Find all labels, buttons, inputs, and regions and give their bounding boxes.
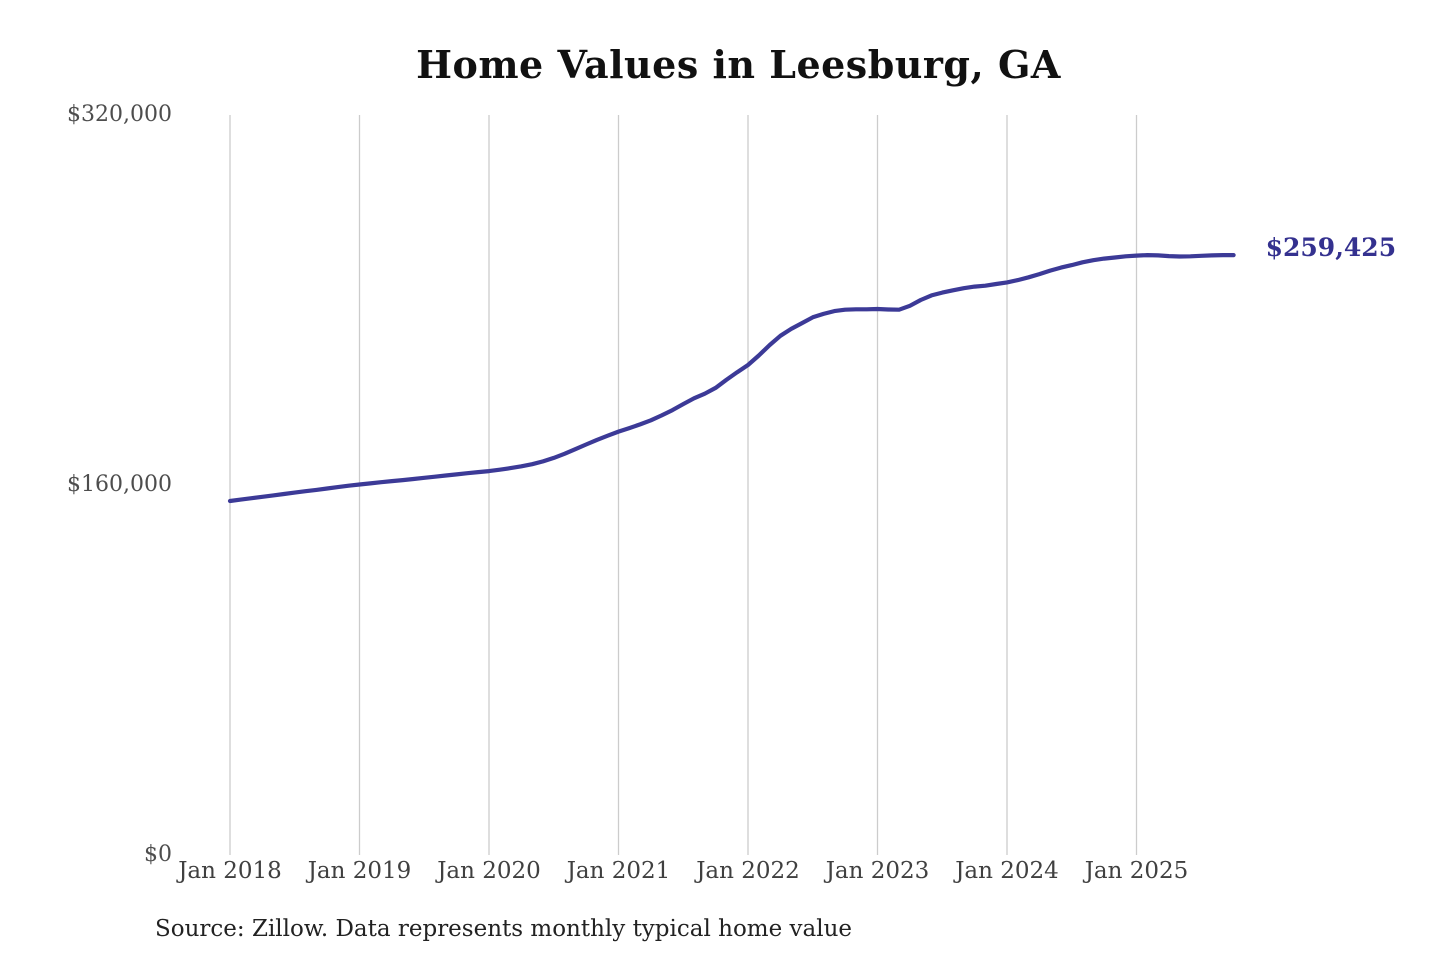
x-tick-label: Jan 2021 bbox=[566, 858, 671, 884]
source-note: Source: Zillow. Data represents monthly … bbox=[155, 916, 853, 942]
x-tick-label: Jan 2024 bbox=[955, 858, 1059, 884]
x-tick-label: Jan 2020 bbox=[437, 858, 541, 884]
y-tick-label: $160,000 bbox=[67, 472, 172, 497]
x-tick-label: Jan 2022 bbox=[696, 858, 800, 884]
chart-title: Home Values in Leesburg, GA bbox=[416, 42, 1061, 87]
x-tick-label: Jan 2025 bbox=[1084, 858, 1189, 884]
latest-value-label: $259,425 bbox=[1265, 233, 1397, 263]
y-tick-label: $320,000 bbox=[67, 102, 172, 127]
x-tick-label: Jan 2019 bbox=[307, 858, 412, 884]
x-tick-label: Jan 2023 bbox=[825, 858, 930, 884]
x-tick-label: Jan 2018 bbox=[178, 858, 282, 884]
home-value-line bbox=[227, 253, 1236, 504]
y-tick-label: $0 bbox=[144, 842, 172, 867]
